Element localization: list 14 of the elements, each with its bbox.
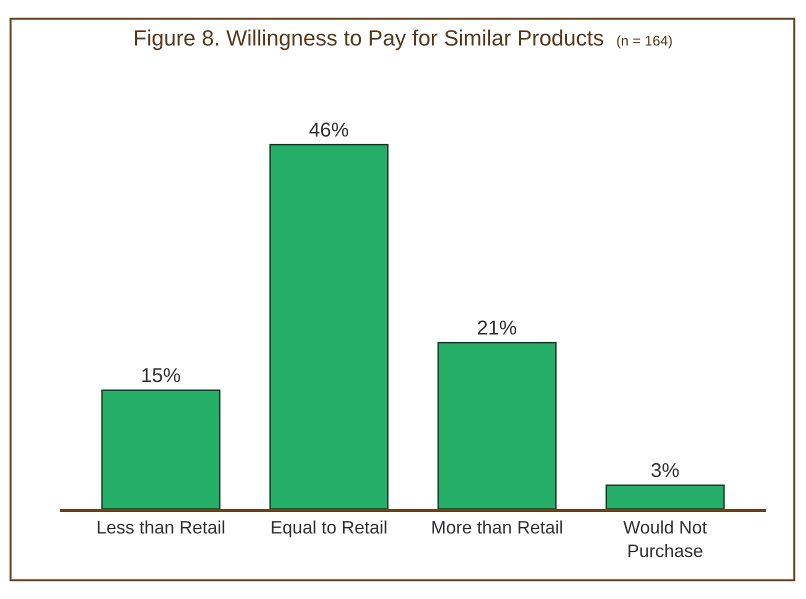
chart-title: Figure 8. Willingness to Pay for Similar Products: [133, 25, 604, 50]
data-label: 3%: [650, 460, 680, 482]
bar: [101, 389, 220, 509]
x-tick-label: Less than Retail: [96, 518, 226, 538]
bar: [437, 342, 557, 509]
data-label: 21%: [476, 318, 518, 340]
bar: [606, 484, 725, 509]
x-tick-label: Equal to Retail: [270, 518, 388, 538]
data-label: 46%: [308, 120, 350, 142]
chart-subtitle: (n = 164): [616, 32, 673, 48]
bar: [269, 144, 389, 509]
x-tick-label: More than Retail: [431, 518, 564, 538]
data-label: 15%: [140, 365, 181, 388]
x-tick-label: Would Not Purchase: [623, 518, 707, 561]
